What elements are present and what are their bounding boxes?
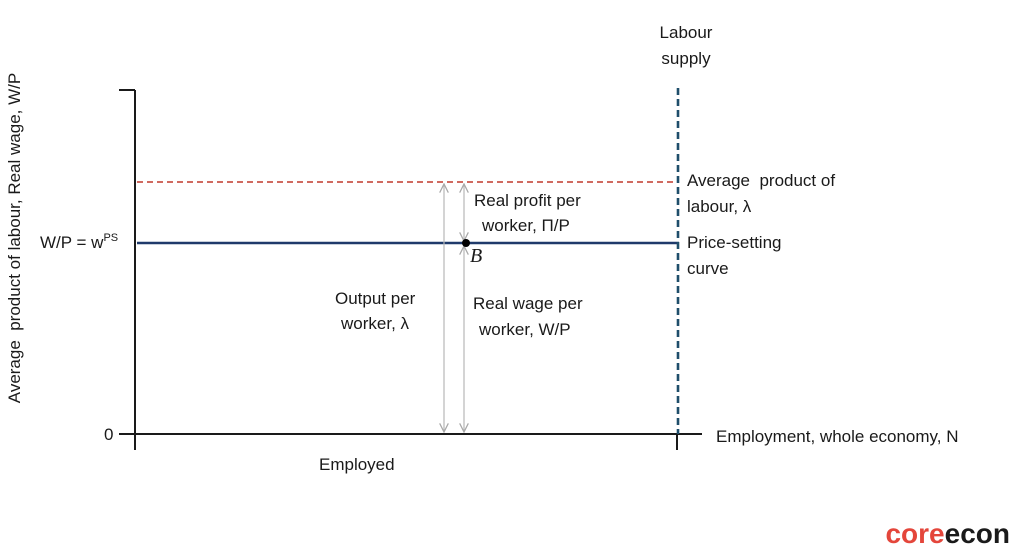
wage-level-superscript: PS (103, 232, 118, 244)
coreecon-logo: coreecon (885, 518, 1010, 549)
real-wage-label-line1: Real wage per (473, 294, 583, 313)
y-axis-label: Average product of labour, Real wage, W/… (5, 73, 24, 403)
price-setting-label-line1: Price-setting (687, 233, 781, 252)
point-b-label: B (470, 245, 482, 267)
labour-supply-label-line2: supply (661, 49, 711, 68)
wage-level-label: W/P = wPS (40, 232, 118, 252)
labour-supply-label-line1: Labour (660, 23, 713, 42)
wage-level-prefix: W/P = w (40, 233, 104, 252)
average-product-label-line2: labour, λ (687, 197, 752, 216)
x-axis-label: Employment, whole economy, N (716, 427, 959, 446)
logo-econ: econ (945, 518, 1010, 549)
real-profit-label-line2: worker, Π/P (481, 216, 570, 235)
price-setting-label-line2: curve (687, 259, 729, 278)
output-per-worker-label-line2: worker, λ (340, 314, 410, 333)
real-profit-label-line1: Real profit per (474, 191, 581, 210)
origin-label: 0 (104, 425, 113, 444)
logo-core: core (885, 518, 944, 549)
employed-label: Employed (319, 455, 395, 474)
average-product-label-line1: Average product of (687, 171, 835, 190)
output-per-worker-label-line1: Output per (335, 289, 416, 308)
real-wage-label-line2: worker, W/P (478, 320, 571, 339)
point-b (462, 239, 470, 247)
